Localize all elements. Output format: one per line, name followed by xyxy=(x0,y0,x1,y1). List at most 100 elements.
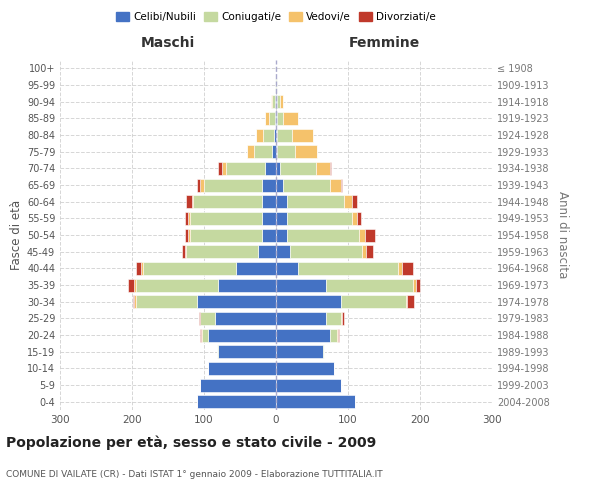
Y-axis label: Fasce di età: Fasce di età xyxy=(10,200,23,270)
Bar xyxy=(218,278,276,291)
Bar xyxy=(134,278,136,291)
Bar xyxy=(272,145,276,158)
Bar xyxy=(276,178,283,192)
Bar xyxy=(330,328,337,342)
Bar xyxy=(287,195,344,208)
Bar xyxy=(276,312,326,325)
Bar xyxy=(277,112,283,125)
Bar xyxy=(204,178,262,192)
Bar xyxy=(258,245,276,258)
Bar xyxy=(133,295,134,308)
Bar xyxy=(201,328,202,342)
Bar xyxy=(295,145,317,158)
Bar xyxy=(236,262,276,275)
Bar xyxy=(276,362,334,375)
Bar xyxy=(283,178,330,192)
Bar xyxy=(197,178,200,192)
Bar xyxy=(352,195,358,208)
Bar xyxy=(188,228,190,241)
Bar xyxy=(283,112,298,125)
Bar xyxy=(197,395,276,408)
Bar xyxy=(190,228,262,241)
Bar xyxy=(277,128,292,141)
Bar xyxy=(287,228,359,241)
Bar xyxy=(316,162,330,175)
Bar xyxy=(398,262,402,275)
Bar xyxy=(136,295,197,308)
Bar xyxy=(200,328,201,342)
Bar xyxy=(136,278,218,291)
Bar xyxy=(217,345,218,358)
Bar xyxy=(330,162,331,175)
Bar xyxy=(366,245,373,258)
Bar xyxy=(182,245,185,258)
Bar xyxy=(276,295,341,308)
Bar xyxy=(208,328,276,342)
Bar xyxy=(274,128,276,141)
Bar xyxy=(275,112,276,125)
Text: COMUNE DI VAILATE (CR) - Dati ISTAT 1° gennaio 2009 - Elaborazione TUTTITALIA.IT: COMUNE DI VAILATE (CR) - Dati ISTAT 1° g… xyxy=(6,470,383,479)
Bar xyxy=(326,312,341,325)
Bar xyxy=(143,262,236,275)
Bar xyxy=(185,228,188,241)
Bar xyxy=(188,212,190,225)
Bar xyxy=(272,95,275,108)
Bar xyxy=(276,162,280,175)
Bar xyxy=(271,95,272,108)
Bar xyxy=(190,212,262,225)
Bar xyxy=(136,262,142,275)
Bar xyxy=(290,245,362,258)
Bar xyxy=(276,195,287,208)
Text: Maschi: Maschi xyxy=(141,36,195,50)
Bar xyxy=(341,312,342,325)
Bar xyxy=(254,145,272,158)
Bar xyxy=(208,362,276,375)
Bar xyxy=(277,95,280,108)
Bar xyxy=(276,228,287,241)
Bar xyxy=(277,145,295,158)
Text: Popolazione per età, sesso e stato civile - 2009: Popolazione per età, sesso e stato civil… xyxy=(6,435,376,450)
Bar xyxy=(341,178,342,192)
Legend: Celibi/Nubili, Coniugati/e, Vedovi/e, Divorziati/e: Celibi/Nubili, Coniugati/e, Vedovi/e, Di… xyxy=(112,8,440,26)
Bar xyxy=(192,195,193,208)
Bar xyxy=(280,95,283,108)
Text: Femmine: Femmine xyxy=(349,36,419,50)
Bar xyxy=(276,378,341,392)
Bar xyxy=(280,162,316,175)
Bar xyxy=(358,212,361,225)
Bar xyxy=(276,245,290,258)
Bar xyxy=(330,178,341,192)
Bar xyxy=(275,78,276,92)
Bar xyxy=(276,128,277,141)
Bar xyxy=(352,212,358,225)
Bar xyxy=(218,345,276,358)
Bar xyxy=(337,328,338,342)
Bar xyxy=(275,95,276,108)
Bar xyxy=(215,312,276,325)
Bar xyxy=(262,212,276,225)
Bar xyxy=(263,128,274,141)
Bar xyxy=(362,245,366,258)
Bar xyxy=(200,312,215,325)
Bar xyxy=(413,278,416,291)
Bar xyxy=(326,278,413,291)
Bar xyxy=(186,195,192,208)
Bar xyxy=(262,228,276,241)
Bar xyxy=(402,262,413,275)
Bar xyxy=(276,112,277,125)
Bar xyxy=(359,228,365,241)
Bar xyxy=(269,112,275,125)
Y-axis label: Anni di nascita: Anni di nascita xyxy=(556,192,569,278)
Bar xyxy=(276,395,355,408)
Bar xyxy=(344,195,352,208)
Bar xyxy=(218,162,222,175)
Bar xyxy=(406,295,407,308)
Bar xyxy=(200,378,276,392)
Bar xyxy=(407,295,414,308)
Bar xyxy=(276,278,326,291)
Bar xyxy=(262,195,276,208)
Bar xyxy=(256,128,263,141)
Bar xyxy=(265,112,269,125)
Bar xyxy=(197,295,276,308)
Bar xyxy=(265,162,276,175)
